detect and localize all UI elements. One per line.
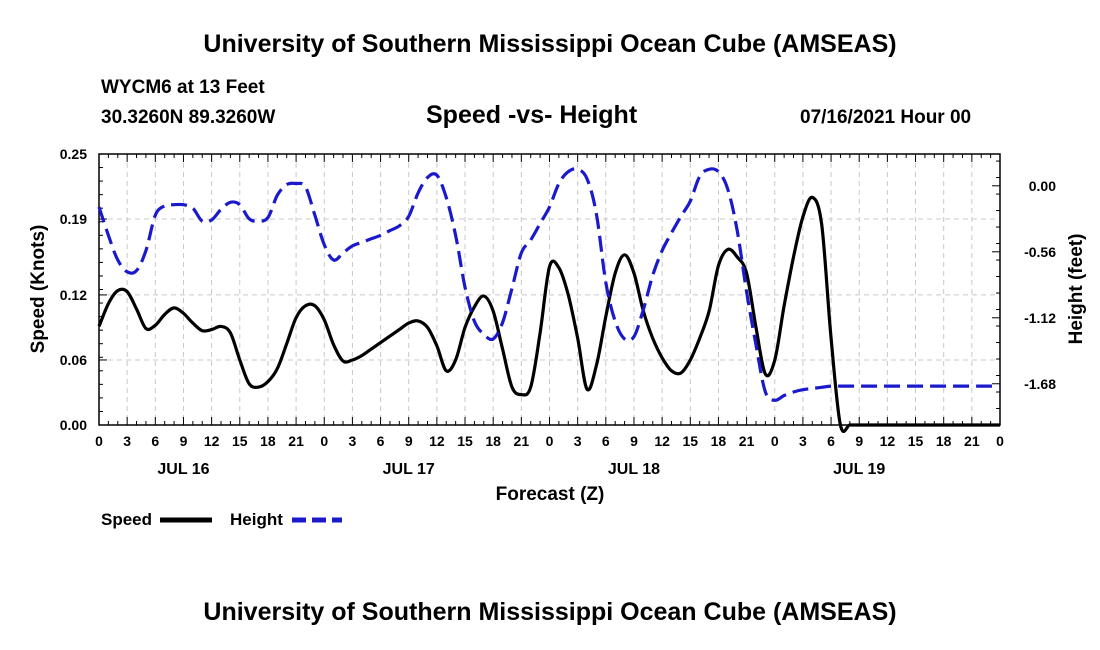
top-title: University of Southern Mississippi Ocean… [203,30,897,58]
x-tick-label: 0 [996,433,1004,449]
x-tick-label: 6 [827,433,835,449]
y-right-tick-label: -1.68 [1024,376,1056,392]
x-tick-label: 15 [232,433,248,449]
x-tick-label: 12 [204,433,220,449]
x-tick-label: 9 [405,433,413,449]
x-tick-label: 6 [151,433,159,449]
x-tick-label: 0 [771,433,779,449]
date-label: JUL 18 [608,461,660,478]
x-tick-label: 3 [799,433,807,449]
x-axis-label: Forecast (Z) [496,484,605,505]
x-tick-label: 9 [630,433,638,449]
y-right-tick-label: 0.00 [1029,178,1056,194]
legend-height-label: Height [230,510,283,529]
x-tick-label: 15 [682,433,698,449]
date-label: JUL 19 [833,461,885,478]
x-tick-label: 12 [880,433,896,449]
bottom-title: University of Southern Mississippi Ocean… [203,598,897,626]
speed-series-line [97,195,1000,433]
grid-lines [99,154,1000,425]
x-tick-label: 3 [123,433,131,449]
y-left-tick-label: 0.19 [60,211,87,227]
x-tick-label: 18 [260,433,276,449]
date-label: JUL 16 [157,461,209,478]
x-tick-label: 3 [349,433,357,449]
x-tick-label: 9 [855,433,863,449]
x-tick-label: 15 [908,433,924,449]
x-tick-label: 0 [546,433,554,449]
y-left-tick-label: 0.06 [60,352,87,368]
x-tick-label: 18 [711,433,727,449]
date-label: JUL 17 [383,461,435,478]
y-axis-left-label: Speed (Knots) [28,225,49,354]
x-tick-label: 21 [514,433,530,449]
x-tick-label: 6 [377,433,385,449]
y-axis-right-label: Height (feet) [1066,234,1087,345]
height-series-line [97,167,1000,402]
x-tick-label: 6 [602,433,610,449]
y-left-tick-label: 0.12 [60,287,87,303]
x-tick-label: 12 [654,433,670,449]
x-tick-label: 0 [320,433,328,449]
y-left-tick-label: 0.00 [60,417,87,433]
x-tick-label: 15 [457,433,473,449]
x-tick-label: 21 [739,433,755,449]
legend-speed-label: Speed [101,510,152,529]
station-label: WYCM6 at 13 Feet [101,77,265,98]
location-label: 30.3260N 89.3260W [101,107,276,128]
chart-title: Speed -vs- Height [426,101,638,129]
speed-height-chart: 0 3 6 9 12 15 18 21 0 3 6 9 12 15 18 21 0 3 6 9 12 15 18 21 0 3 6 9… [28,146,1087,529]
x-tick-label: 18 [936,433,952,449]
x-tick-label: 9 [180,433,188,449]
y-right-tick-label: -1.12 [1024,310,1056,326]
x-tick-label: 3 [574,433,582,449]
y-right-tick-label: -0.56 [1024,244,1056,260]
series-lines [97,167,1000,433]
run-time-label: 07/16/2021 Hour 00 [800,107,972,128]
x-tick-label: 0 [95,433,103,449]
y-left-tick-label: 0.25 [60,146,87,162]
x-tick-label: 21 [288,433,304,449]
x-tick-label: 21 [964,433,980,449]
axis-labels: 0 3 6 9 12 15 18 21 0 3 6 9 12 15 18 21 0 3 6 9 12 15 18 21 0 3 6 9… [60,146,1056,478]
x-tick-label: 12 [429,433,445,449]
x-tick-label: 18 [485,433,501,449]
legend: Speed Height [101,510,342,529]
